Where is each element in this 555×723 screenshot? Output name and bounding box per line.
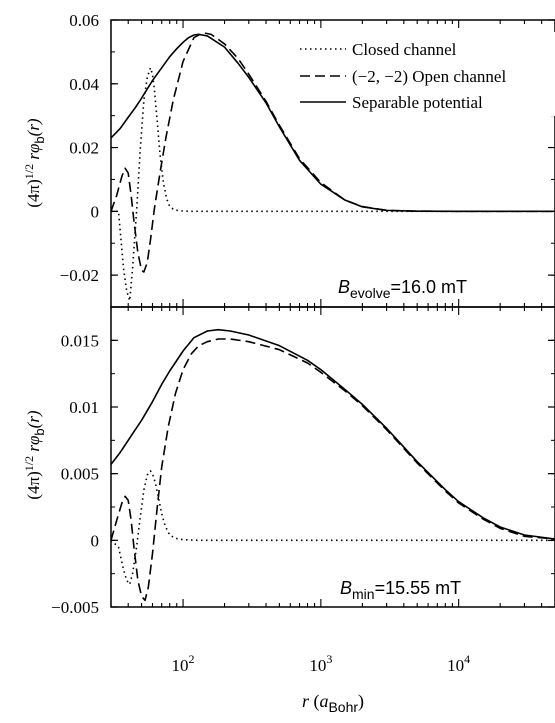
annotation-subscript: min (352, 586, 375, 602)
annotation-subscript: evolve (350, 285, 391, 301)
ylabel-variable: rφ (24, 144, 43, 164)
top-x-ticks (110, 20, 555, 307)
x-axis-label: r (aBohr) (302, 691, 364, 715)
annotation-value: =15.55 mT (375, 578, 462, 598)
bottom-series-solid (110, 328, 555, 540)
ylabel-suffix: (r) (24, 410, 43, 428)
ylabel-prefix: (4π) (24, 179, 43, 207)
xlabel-close: ) (358, 691, 364, 712)
top-y-ticks: 0.06 0.04 0.02 0 −0.02 (60, 11, 555, 308)
legend-label-separable-potential: Separable potential (352, 93, 483, 112)
xlabel-open: ( (309, 691, 320, 712)
ylabel-prefix: (4π) (24, 471, 43, 499)
top-series-solid (110, 33, 555, 213)
y-tick-label: −0.005 (51, 598, 99, 617)
top-y-axis-label: (4π)1/2 rφb(r) (22, 118, 47, 208)
y-tick-label: 0.01 (69, 398, 99, 417)
bottom-panel-annotation: Bmin=15.55 mT (340, 578, 461, 602)
annotation-symbol: B (338, 277, 350, 297)
annotation-symbol: B (340, 578, 352, 598)
top-panel: 0.06 0.04 0.02 0 −0.02 Closed channel (−2, −… (22, 11, 555, 308)
top-panel-series (110, 31, 555, 302)
y-tick-label: 0.06 (69, 11, 99, 30)
ylabel-subscript: b (32, 428, 47, 435)
x-tick-labels: 102 103 104 (172, 652, 471, 675)
ylabel-suffix: (r) (24, 118, 43, 136)
y-tick-label: 0.015 (61, 331, 99, 350)
bottom-series-dashed (110, 338, 555, 602)
ylabel-variable: rφ (24, 436, 43, 456)
ylabel-subscript: b (32, 136, 47, 143)
ylabel-superscript: 1/2 (22, 164, 36, 179)
y-tick-label: 0.04 (69, 75, 99, 94)
ylabel-superscript: 1/2 (22, 456, 36, 471)
xlabel-symbol: a (319, 691, 328, 711)
bottom-panel: 0.015 0.01 0.005 0 −0.005 Bmin=15.55 mT (4π)… (22, 306, 555, 617)
y-tick-label: 0 (91, 202, 100, 221)
legend: Closed channel (−2, −2) Open channel Sep… (294, 32, 555, 116)
xlabel-subscript: Bohr (328, 699, 358, 715)
y-tick-label: −0.02 (60, 266, 99, 285)
bottom-plot-frame (110, 306, 555, 608)
legend-label-open-channel: (−2, −2) Open channel (352, 67, 506, 86)
bottom-y-axis-label: (4π)1/2 rφb(r) (22, 410, 47, 500)
bottom-series-dotted (110, 470, 555, 586)
bottom-panel-series (110, 328, 555, 602)
x-tick-label: 103 (309, 652, 332, 675)
top-panel-annotation: Bevolve=16.0 mT (338, 277, 467, 301)
legend-label-closed-channel: Closed channel (352, 40, 457, 59)
x-tick-label: 104 (447, 652, 470, 675)
bottom-x-ticks (110, 307, 555, 607)
annotation-value: =16.0 mT (390, 277, 467, 297)
bottom-y-ticks: 0.015 0.01 0.005 0 −0.005 (51, 306, 555, 617)
x-tick-label: 102 (172, 652, 195, 675)
y-tick-label: 0.005 (61, 465, 99, 484)
xlabel-variable: r (302, 691, 310, 711)
y-tick-label: 0.02 (69, 139, 99, 158)
y-tick-label: 0 (91, 531, 100, 550)
